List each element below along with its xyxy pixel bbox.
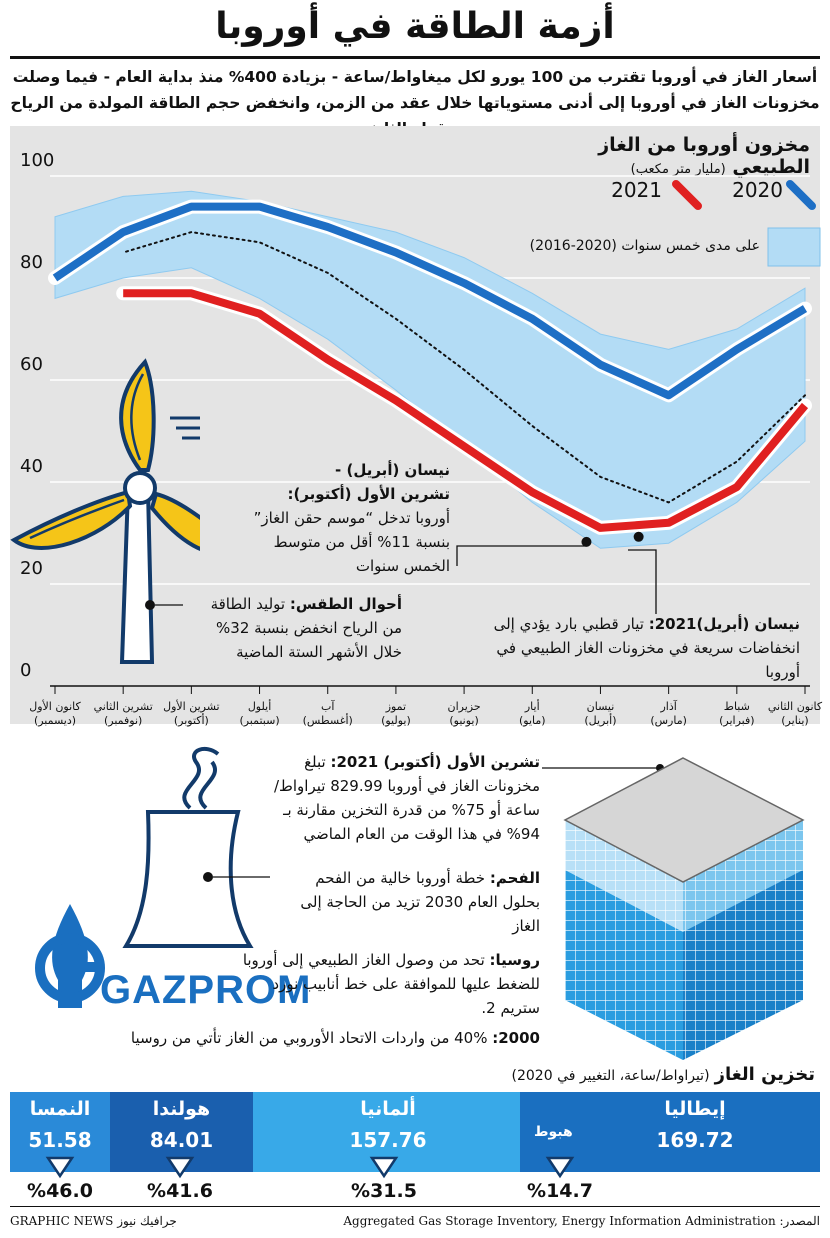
x-tick-label: كانون الثاني (يناير) xyxy=(767,700,823,727)
note-weather-title: أحوال الطقس: xyxy=(289,595,402,613)
note-coal-title: الفحم: xyxy=(489,869,540,887)
chart-title-text: مخزون أوروبا من الغاز الطبيعي xyxy=(598,134,810,178)
callout-dot xyxy=(633,531,644,542)
subtitle-line-1: أسعار الغاز في أوروبا تقترب من 100 يورو … xyxy=(12,68,818,86)
change-germany: %31.5 xyxy=(351,1180,417,1202)
leader-april-oct xyxy=(456,545,586,566)
title-rule xyxy=(10,56,820,59)
x-tick-label: تشرين الأول (أكتوبر) xyxy=(163,700,220,727)
legend-2020-label: 2020 xyxy=(732,178,783,202)
note-april-2021-title: نيسان (أبريل)2021: xyxy=(648,615,800,633)
page-title: أزمة الطاقة في أوروبا xyxy=(215,6,615,47)
note-april-october-title: نيسان (أبريل) - xyxy=(335,461,450,479)
bar-germany-name: ألمانيا xyxy=(360,1098,416,1120)
change-netherlands: %41.6 xyxy=(147,1180,213,1202)
y-tick-label: 80 xyxy=(20,252,43,273)
note-april-october-text: أوروبا تدخل “موسم حقن الغاز” بنسبة 11% أ… xyxy=(253,509,450,575)
storage-cube-icon xyxy=(563,757,805,1060)
x-tick-label: كانون الأول (ديسمبر) xyxy=(29,700,81,727)
x-tick-label: آذار (مارس) xyxy=(650,700,687,727)
gas-storage-chart xyxy=(48,175,821,694)
change-markers xyxy=(45,1156,575,1179)
bar-austria-value: 51.58 xyxy=(28,1128,92,1152)
bar-netherlands-value: 84.01 xyxy=(149,1128,214,1152)
footer-credit: GRAPHIC NEWS جرافيك نيوز xyxy=(10,1214,177,1228)
note-russia-title: روسيا: xyxy=(489,951,540,969)
note-october-2021: تشرين الأول (أكتوبر) 2021: تبلغ مخزونات … xyxy=(250,750,540,846)
note-weather: أحوال الطقس: توليد الطاقة من الرياح انخف… xyxy=(192,592,402,664)
y-tick-label: 100 xyxy=(20,150,55,171)
bar-austria-name: النمسا xyxy=(29,1098,91,1120)
legend-band-label: على مدى خمس سنوات (2020-2016) xyxy=(529,238,760,254)
y-tick-label: 0 xyxy=(20,660,32,681)
leader-april-2021 xyxy=(628,549,657,614)
legend-2021-label: 2021 xyxy=(611,178,662,202)
bar-netherlands-name: هولندا xyxy=(152,1098,211,1120)
note-2000-text: 40% من واردات الاتحاد الأوروبي من الغاز … xyxy=(130,1029,488,1047)
x-tick-label: آب (أغسطس) xyxy=(302,700,353,727)
bar-italy-name: إيطاليا xyxy=(664,1098,726,1120)
y-tick-label: 40 xyxy=(20,456,43,477)
series-average-line xyxy=(122,231,806,504)
change-italy: %14.7 xyxy=(527,1180,593,1202)
storage-header: تخزين الغاز (تيراواط/ساعة، التغيير في 20… xyxy=(420,1064,815,1085)
x-tick-label: تموز (يوليو) xyxy=(381,700,411,727)
y-tick-label: 20 xyxy=(20,558,43,579)
footer-source: المصدر: Aggregated Gas Storage Inventory… xyxy=(343,1214,820,1228)
series-2021-line xyxy=(123,289,809,532)
callout-dot xyxy=(581,536,592,547)
down-triangle-icon xyxy=(545,1156,575,1179)
storage-title: تخزين الغاز xyxy=(714,1064,815,1085)
gazprom-logo xyxy=(35,904,105,1008)
x-tick-label: أيلول (سبتمبر) xyxy=(239,700,280,727)
five-year-range-band xyxy=(54,190,806,549)
x-tick-label: تشرين الثاني (نوفمبر) xyxy=(93,700,153,727)
note-april-2021: نيسان (أبريل)2021: تيار قطبي بارد يؤدي إ… xyxy=(470,612,800,684)
x-tick-label: نيسان (أبريل) xyxy=(584,700,617,727)
note-coal: الفحم: خطة أوروبا خالية من الفحم بحلول ا… xyxy=(290,866,540,938)
note-2000-title: 2000: xyxy=(492,1029,540,1047)
note-october-2021-text: تبلغ مخزونات الغاز في أوروبا 829.99 تيرا… xyxy=(273,753,540,843)
note-april-october: نيسان (أبريل) - تشرين الأول (أكتوبر): أو… xyxy=(250,458,450,578)
legend-band-swatch xyxy=(767,227,821,267)
down-triangle-icon xyxy=(45,1156,75,1179)
cooling-tower-icon xyxy=(122,746,270,948)
x-tick-label: حزيران (يونيو) xyxy=(447,700,481,727)
bar-italy: إيطاليا 169.72 هبوط xyxy=(520,1092,820,1172)
x-tick-label: شباط (فبراير) xyxy=(719,700,755,727)
legend xyxy=(672,180,821,267)
footer-rule xyxy=(10,1206,820,1207)
bar-germany-value: 157.76 xyxy=(349,1128,427,1152)
chart-unit: (مليار متر مكعب) xyxy=(630,162,726,177)
legend-2021-swatch xyxy=(672,180,702,210)
down-triangle-icon xyxy=(165,1156,195,1179)
note-coal-text: خطة أوروبا خالية من الفحم بحلول العام 20… xyxy=(300,869,540,935)
note-october-2021-title: تشرين الأول (أكتوبر) 2021: xyxy=(330,753,541,771)
note-april-2021-text: تيار قطبي بارد يؤدي إلى انخفاضات سريعة ف… xyxy=(493,615,800,681)
note-russia: روسيا: تحد من وصول الغاز الطبيعي إلى أور… xyxy=(240,948,540,1020)
note-weather-text: توليد الطاقة من الرياح انخفض بنسبة 32% خ… xyxy=(210,595,402,661)
storage-unit: (تيراواط/ساعة، التغيير في 2020) xyxy=(511,1068,710,1084)
down-triangle-icon xyxy=(369,1156,399,1179)
wind-turbine-icon xyxy=(10,358,200,664)
x-tick-label: أيار (مايو) xyxy=(518,700,546,727)
note-april-october-title-2: تشرين الأول (أكتوبر): xyxy=(287,485,450,503)
change-austria: %46.0 xyxy=(27,1180,93,1202)
note-russia-text: تحد من وصول الغاز الطبيعي إلى أوروبا للض… xyxy=(242,951,540,1017)
drop-label: هبوط xyxy=(534,1124,573,1140)
gazprom-logo-text: GAZPROM xyxy=(100,968,312,1012)
note-2000: 2000: 40% من واردات الاتحاد الأوروبي من … xyxy=(90,1026,540,1050)
y-tick-label: 60 xyxy=(20,354,43,375)
chart-title: مخزون أوروبا من الغاز الطبيعي (مليار متر… xyxy=(520,134,810,178)
legend-2020-swatch xyxy=(786,180,816,210)
bar-italy-value: 169.72 xyxy=(656,1128,734,1152)
series-2020-line xyxy=(52,202,808,400)
